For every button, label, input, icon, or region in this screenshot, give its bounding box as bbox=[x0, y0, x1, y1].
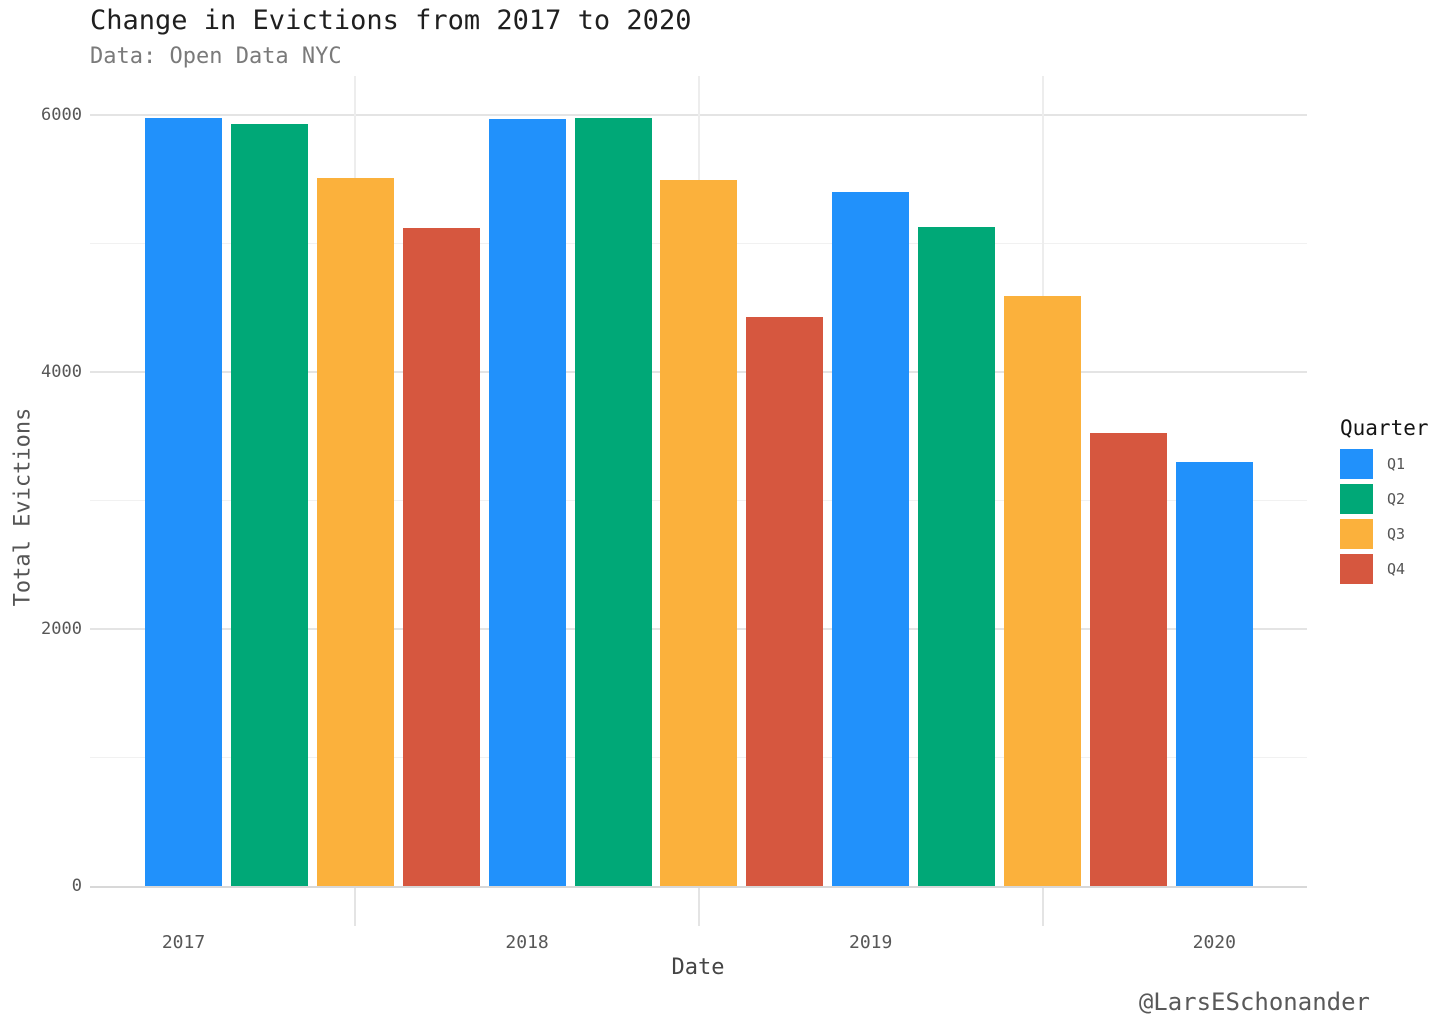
x-tick-label: 2018 bbox=[505, 932, 549, 953]
chart-subtitle: Data: Open Data NYC bbox=[90, 44, 342, 69]
y-tick-label: 4000 bbox=[41, 361, 82, 382]
bar-2018-q1[interactable] bbox=[488, 119, 566, 886]
legend-items: Q1 Q2 Q3 Q4 bbox=[1340, 449, 1429, 584]
bar-2019-q1[interactable] bbox=[832, 192, 910, 886]
legend-swatch-q3 bbox=[1340, 519, 1373, 549]
bar-2017-q3[interactable] bbox=[316, 177, 394, 886]
legend: Quarter Q1 Q2 Q3 Q4 bbox=[1340, 416, 1429, 589]
x-tick-label: 2019 bbox=[849, 932, 893, 953]
bar-2020-q1[interactable] bbox=[1175, 461, 1253, 886]
bar-2018-q2[interactable] bbox=[574, 117, 652, 886]
legend-title: Quarter bbox=[1340, 416, 1429, 440]
y-tick-label: 2000 bbox=[41, 618, 82, 639]
legend-swatch-q4 bbox=[1340, 554, 1373, 584]
x-tick-mark bbox=[697, 888, 700, 926]
bar-2019-q2[interactable] bbox=[918, 227, 996, 886]
x-axis-title: Date bbox=[671, 955, 725, 980]
legend-swatch-q2 bbox=[1340, 484, 1373, 514]
watermark: @LarsESchonander bbox=[1138, 988, 1370, 1016]
bar-2019-q3[interactable] bbox=[1004, 296, 1081, 886]
legend-item-label: Q2 bbox=[1387, 490, 1406, 508]
legend-item-q4[interactable]: Q4 bbox=[1340, 554, 1429, 584]
bar-2017-q2[interactable] bbox=[230, 123, 308, 886]
legend-item-label: Q3 bbox=[1387, 525, 1406, 543]
y-axis-title: Total Evictions bbox=[10, 407, 36, 607]
x-axis-line bbox=[90, 886, 1307, 888]
legend-item-q1[interactable]: Q1 bbox=[1340, 449, 1429, 479]
bar-2017-q1[interactable] bbox=[145, 117, 222, 886]
y-tick-label: 6000 bbox=[41, 104, 82, 125]
legend-item-label: Q1 bbox=[1387, 455, 1406, 473]
x-tick-mark bbox=[1041, 888, 1044, 926]
legend-item-q2[interactable]: Q2 bbox=[1340, 484, 1429, 514]
bar-2018-q4[interactable] bbox=[746, 317, 824, 886]
x-tick-mark bbox=[354, 888, 357, 926]
legend-swatch-q1 bbox=[1340, 449, 1373, 479]
x-tick-label: 2020 bbox=[1192, 932, 1236, 953]
bar-2018-q3[interactable] bbox=[660, 180, 738, 886]
bar-2017-q4[interactable] bbox=[402, 228, 480, 886]
x-tick-label: 2017 bbox=[161, 932, 206, 953]
y-tick-label: 0 bbox=[71, 876, 82, 896]
chart-title: Change in Evictions from 2017 to 2020 bbox=[90, 5, 692, 36]
legend-item-label: Q4 bbox=[1387, 560, 1406, 578]
legend-item-q3[interactable]: Q3 bbox=[1340, 519, 1429, 549]
bar-2019-q4[interactable] bbox=[1089, 433, 1167, 886]
